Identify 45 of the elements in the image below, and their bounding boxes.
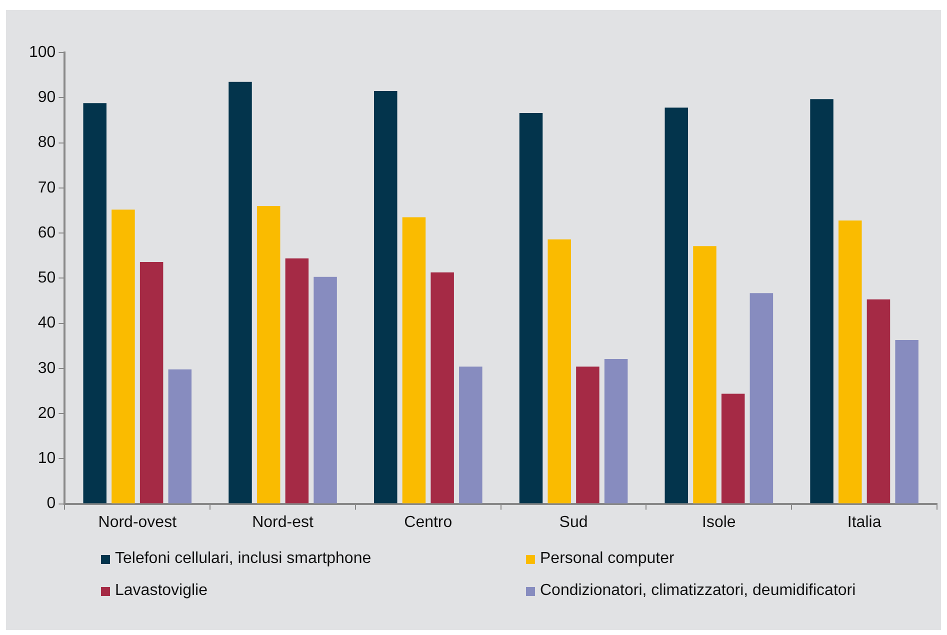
bar (374, 90, 398, 504)
y-tick-label: 50 (38, 270, 56, 287)
x-tick-label: Centro (404, 514, 452, 531)
bar (459, 366, 482, 504)
y-tick-label: 20 (38, 404, 56, 422)
bar (430, 272, 454, 504)
bar (664, 108, 688, 504)
legend-label: Telefoni cellulari, inclusi smartphone (115, 550, 372, 568)
bar (519, 113, 543, 504)
y-tick-label: 60 (38, 224, 56, 242)
bar (168, 369, 192, 504)
bar (402, 217, 426, 504)
bar (810, 99, 834, 504)
bar (140, 262, 164, 504)
legend-label: Personal computer (540, 550, 674, 568)
bar (548, 239, 571, 504)
x-tick-label: Nord-est (252, 514, 314, 531)
bar (750, 293, 774, 504)
bar (285, 258, 309, 504)
bar (576, 366, 600, 504)
bar (866, 299, 890, 504)
legend-label: Lavastoviglie (115, 582, 208, 600)
y-tick-label: 10 (38, 450, 56, 468)
y-tick-label: 80 (38, 134, 56, 152)
x-tick-label: Italia (847, 514, 882, 531)
bar (314, 276, 337, 504)
bar (228, 82, 252, 504)
bar (112, 210, 135, 504)
bar (895, 340, 918, 504)
y-tick-label: 90 (38, 89, 56, 106)
y-tick-label: 100 (28, 44, 56, 62)
x-tick-label: Isole (702, 514, 736, 531)
bar (604, 358, 628, 504)
x-tick-label: Sud (559, 514, 588, 531)
legend-label: Condizionatori, climatizzatori, deumidificatori (540, 582, 856, 600)
x-tick-label: Nord-ovest (98, 514, 178, 531)
y-tick-label: 30 (38, 360, 56, 377)
y-tick-label: 70 (38, 179, 56, 196)
bar (256, 206, 280, 504)
bar (693, 246, 716, 504)
y-tick-label: 40 (38, 314, 56, 332)
bar (83, 103, 106, 504)
bar (721, 394, 745, 504)
bar (838, 220, 862, 504)
y-tick-label: 0 (46, 495, 56, 512)
